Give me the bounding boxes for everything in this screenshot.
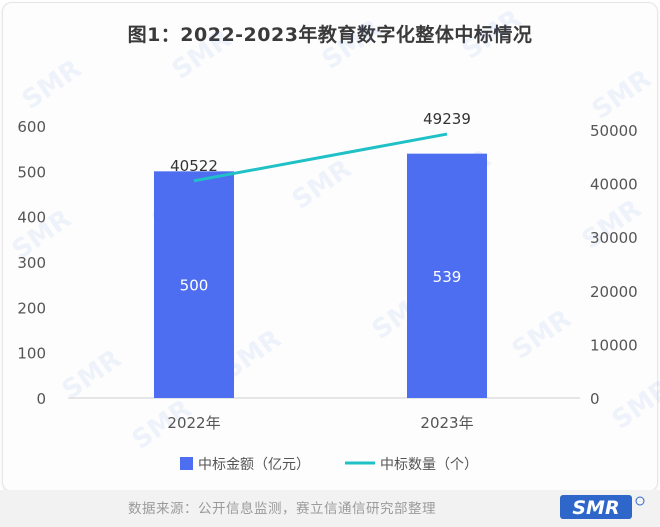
right-tick-label: 20000 (590, 283, 638, 301)
registered-mark-icon (636, 497, 644, 505)
watermark-logo: SMR (457, 4, 527, 66)
line-value-label: 40522 (170, 157, 218, 175)
left-axis-ticks: 0 100 200 300 400 500 600 (17, 118, 46, 408)
line-value-label: 49239 (423, 110, 471, 128)
category-labels: 2022年 2023年 (167, 414, 473, 432)
right-tick-label: 10000 (590, 336, 638, 354)
svg-text:SMR: SMR (507, 304, 577, 366)
logo-text: SMR (572, 497, 619, 519)
left-tick-label: 0 (36, 390, 46, 408)
bar-value-label: 500 (180, 277, 209, 295)
watermark-logo: SMR (57, 344, 127, 406)
left-tick-label: 500 (17, 163, 46, 181)
svg-text:SMR: SMR (17, 54, 87, 116)
right-axis-ticks: 0 10000 20000 30000 40000 50000 (590, 122, 638, 408)
watermark-logo: SMR (287, 154, 357, 216)
svg-text:SMR: SMR (57, 344, 127, 406)
legend-label-bar: 中标金额（亿元） (198, 457, 310, 473)
category-label: 2022年 (167, 414, 220, 432)
right-tick-label: 40000 (590, 176, 638, 194)
right-tick-label: 0 (590, 390, 600, 408)
legend-label-line: 中标数量（个） (380, 457, 478, 473)
legend-swatch-bar (180, 457, 193, 470)
right-tick-label: 30000 (590, 229, 638, 247)
svg-text:SMR: SMR (317, 14, 387, 76)
left-tick-label: 300 (17, 254, 46, 272)
watermark-logo: SMR (607, 374, 660, 436)
svg-text:SMR: SMR (587, 64, 657, 126)
svg-text:SMR: SMR (457, 4, 527, 66)
svg-text:SMR: SMR (287, 154, 357, 216)
watermark-logo: SMR (587, 64, 657, 126)
watermark-logo: SMR (317, 14, 387, 76)
watermark-logo: SMR (507, 304, 577, 366)
svg-text:SMR: SMR (167, 24, 237, 86)
watermark-logo: SMR (167, 24, 237, 86)
legend: 中标金额（亿元） 中标数量（个） (180, 457, 478, 473)
watermark-logo: SMR (17, 54, 87, 116)
category-label: 2023年 (420, 414, 473, 432)
left-tick-label: 100 (17, 345, 46, 363)
left-tick-label: 400 (17, 209, 46, 227)
smr-logo: SMR (560, 492, 646, 522)
source-note: 数据来源：公开信息监测，赛立信通信研究部整理 (128, 497, 436, 517)
svg-text:SMR: SMR (607, 374, 660, 436)
left-tick-label: 200 (17, 299, 46, 317)
bar-value-label: 539 (433, 268, 462, 286)
right-tick-label: 50000 (590, 122, 638, 140)
left-tick-label: 600 (17, 118, 46, 136)
